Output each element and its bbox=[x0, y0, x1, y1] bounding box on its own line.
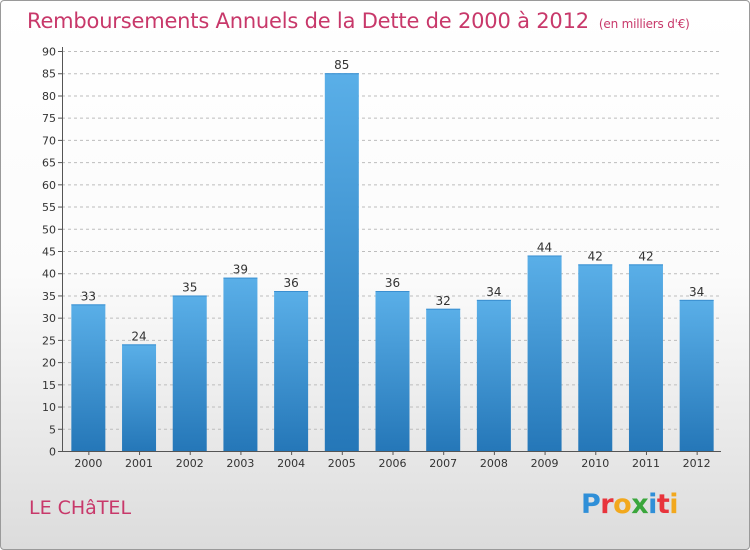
y-tick-label: 0 bbox=[49, 446, 56, 459]
x-tick-label: 2001 bbox=[125, 457, 153, 470]
y-tick-label: 15 bbox=[42, 379, 56, 392]
bar-2008 bbox=[476, 299, 511, 451]
bar-2012 bbox=[679, 299, 714, 451]
chart-title: Remboursements Annuels de la Dette de 20… bbox=[27, 9, 690, 33]
bar-2006 bbox=[375, 291, 410, 451]
x-tick-label: 2009 bbox=[531, 457, 559, 470]
x-tick-label: 2004 bbox=[277, 457, 305, 470]
y-tick-label: 25 bbox=[42, 334, 56, 347]
y-tick-label: 85 bbox=[42, 68, 56, 81]
logo-letter: i bbox=[648, 489, 657, 520]
bar-value-label: 24 bbox=[131, 329, 146, 343]
x-tick-label: 2012 bbox=[683, 457, 711, 470]
y-tick-label: 45 bbox=[42, 246, 56, 259]
y-tick-label: 5 bbox=[49, 423, 56, 436]
x-tick-label: 2003 bbox=[226, 457, 254, 470]
x-tick-label: 2005 bbox=[328, 457, 356, 470]
commune-name: LE CHâTEL bbox=[29, 497, 132, 519]
bar-2010 bbox=[578, 264, 613, 451]
x-tick-label: 2006 bbox=[379, 457, 407, 470]
bar-value-label: 34 bbox=[689, 285, 704, 299]
y-tick-label: 60 bbox=[42, 179, 56, 192]
y-tick-label: 40 bbox=[42, 268, 56, 281]
bar-value-label: 33 bbox=[81, 289, 96, 303]
y-tick-label: 75 bbox=[42, 112, 56, 125]
bar-value-label: 42 bbox=[638, 249, 653, 263]
bar-value-label: 36 bbox=[385, 276, 400, 290]
bar-2009 bbox=[527, 255, 562, 451]
bar-value-label: 34 bbox=[486, 285, 501, 299]
y-tick-label: 30 bbox=[42, 312, 56, 325]
bar-2000 bbox=[71, 304, 106, 451]
x-tick-label: 2007 bbox=[429, 457, 457, 470]
logo-letter: t bbox=[656, 489, 670, 520]
logo-letter: o bbox=[613, 489, 632, 520]
y-tick-label: 90 bbox=[42, 46, 56, 59]
axes: 0 5 10 15 20 25 30 35 40 45 50 55 60 65 70 75 80 85 90 2000… bbox=[42, 46, 721, 470]
x-tick-label: 2002 bbox=[176, 457, 204, 470]
y-tick-label: 55 bbox=[42, 201, 56, 214]
bar-2004 bbox=[274, 291, 309, 451]
bar-value-label: 35 bbox=[182, 280, 197, 294]
y-tick-label: 35 bbox=[42, 290, 56, 303]
y-tick-label: 70 bbox=[42, 134, 56, 147]
bar-2001 bbox=[122, 344, 157, 451]
logo-letter: x bbox=[631, 489, 649, 520]
bar-value-label: 44 bbox=[537, 240, 552, 254]
y-tick-label: 80 bbox=[42, 90, 56, 103]
x-tick-label: 2010 bbox=[581, 457, 609, 470]
bar-2003 bbox=[223, 277, 258, 451]
chart-unit: (en milliers d'€) bbox=[598, 17, 690, 31]
bar-2002 bbox=[172, 295, 207, 451]
bar-value-label: 85 bbox=[334, 58, 349, 72]
y-tick-label: 65 bbox=[42, 157, 56, 170]
grid-lines bbox=[62, 51, 721, 430]
logo-letter: i bbox=[669, 489, 679, 520]
bar-value-label: 36 bbox=[283, 276, 298, 290]
bar-value-label: 42 bbox=[588, 249, 603, 263]
bar-2011 bbox=[628, 264, 663, 451]
x-tick-label: 2011 bbox=[632, 457, 660, 470]
x-tick-label: 2000 bbox=[74, 457, 102, 470]
bar-value-label: 32 bbox=[436, 294, 451, 308]
y-tick-label: 50 bbox=[42, 223, 56, 236]
y-tick-label: 20 bbox=[42, 357, 56, 370]
bar-2007 bbox=[426, 308, 461, 451]
logo-letter: P bbox=[581, 489, 601, 520]
bar-value-label: 39 bbox=[233, 263, 248, 277]
proxiti-logo: Proxiti bbox=[581, 489, 679, 520]
bar-2005 bbox=[324, 73, 359, 451]
x-tick-label: 2008 bbox=[480, 457, 508, 470]
bars: 33 24 35 39 36 85 36 32 34 44 42 42 34 bbox=[71, 58, 714, 451]
logo-letter: r bbox=[600, 489, 614, 520]
chart-title-text: Remboursements Annuels de la Dette de 20… bbox=[27, 9, 589, 33]
y-tick-label: 10 bbox=[42, 401, 56, 414]
